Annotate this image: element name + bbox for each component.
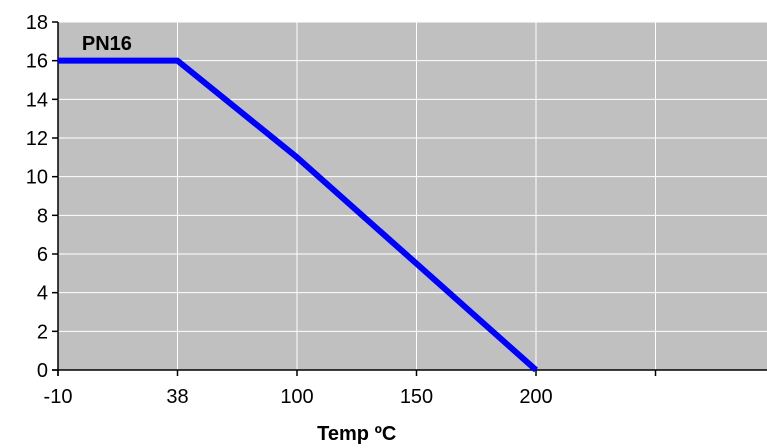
x-tick-label: 100 [280, 386, 313, 408]
x-tick-label: 200 [519, 386, 552, 408]
data-point [535, 369, 537, 371]
series-annotation: PN16 [82, 33, 132, 55]
plot-area [58, 22, 767, 370]
axes [52, 22, 767, 376]
x-axis-ticks: -10 38 100 150 200 [44, 370, 657, 408]
gridlines [58, 21, 767, 371]
y-tick-label: 6 [37, 244, 48, 266]
y-axis-ticks: 0 2 4 6 8 10 12 14 16 18 [26, 12, 58, 382]
y-tick-label: 2 [37, 321, 48, 343]
y-tick-label: 18 [26, 12, 48, 34]
y-tick-label: 14 [26, 89, 48, 111]
y-tick-label: 0 [37, 360, 48, 382]
x-tick-label: 150 [400, 386, 433, 408]
data-point [57, 60, 59, 62]
data-point [416, 263, 417, 265]
y-tick-label: 16 [26, 51, 48, 73]
series-group [57, 57, 538, 373]
x-axis-title: Temp ºC [317, 423, 396, 445]
x-tick-label: 38 [166, 386, 188, 408]
y-tick-label: 12 [26, 128, 48, 150]
y-tick-label: 10 [26, 167, 48, 189]
data-point [296, 156, 298, 158]
x-tick-label: -10 [44, 386, 73, 408]
y-tick-label: 4 [37, 283, 48, 305]
y-tick-label: 8 [37, 205, 48, 227]
data-point [177, 60, 178, 62]
